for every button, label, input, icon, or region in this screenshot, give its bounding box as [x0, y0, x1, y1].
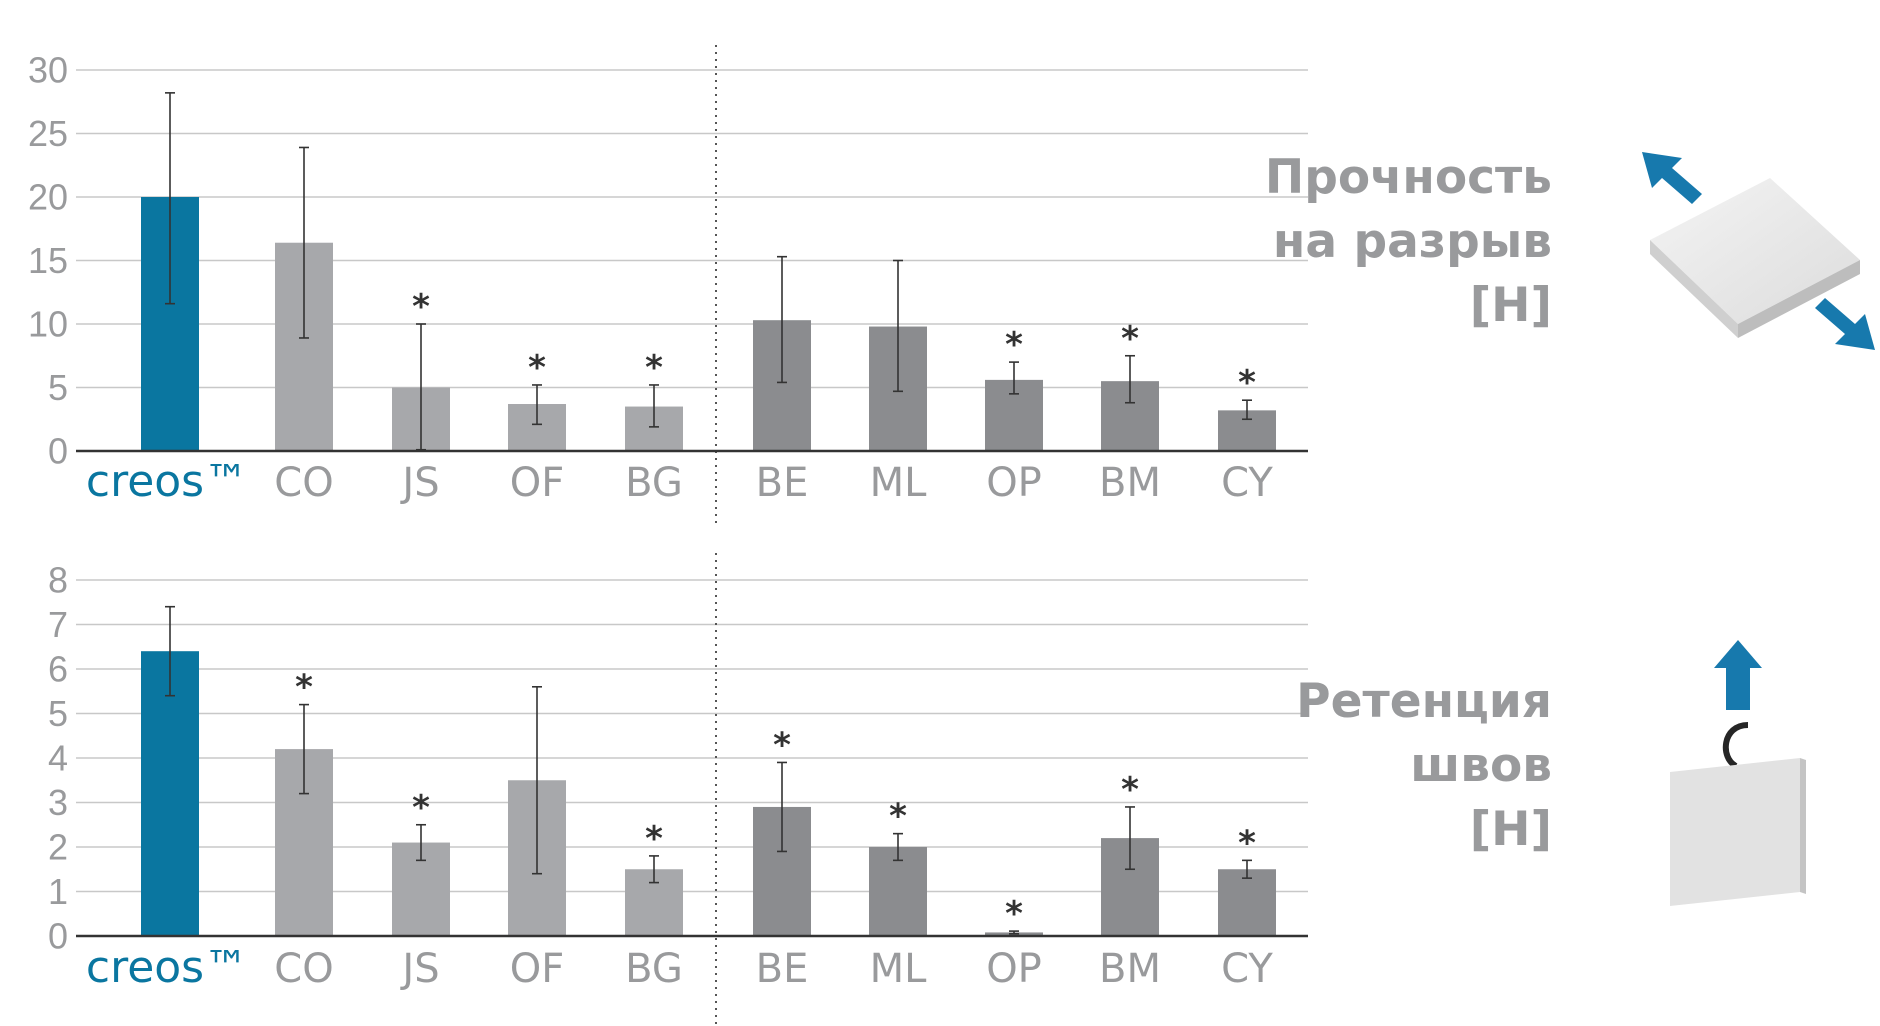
significance-marker: *: [645, 348, 663, 388]
tensile-strength-label: Прочность на разрыв [Н]: [1265, 146, 1552, 338]
arrow-up-icon: [1714, 640, 1762, 710]
y-tick-label: 0: [48, 431, 68, 472]
significance-marker: *: [295, 668, 313, 708]
y-tick-label: 20: [28, 177, 68, 218]
x-category-label: creos™: [86, 942, 248, 993]
y-tick-label: 7: [48, 604, 68, 645]
significance-marker: *: [645, 819, 663, 859]
membrane-edge: [1800, 758, 1806, 894]
bar-ml: [869, 847, 927, 936]
chart-panel-1: 0 5 10 15 20 25 30 creos™ CO * JS * OF * BG BE ML * OP * BM *…: [28, 45, 1308, 525]
retention-label-line: [Н]: [1469, 802, 1552, 857]
significance-marker: *: [773, 725, 791, 765]
suture-retention-label: Ретенция швов [Н]: [1296, 670, 1552, 862]
tensile-label-line: Прочность: [1264, 150, 1552, 205]
x-category-label: BG: [625, 460, 683, 506]
x-category-label: JS: [399, 946, 439, 992]
membrane-side-face: [1738, 260, 1860, 338]
bar-creos: [141, 651, 199, 936]
x-category-label: BE: [756, 460, 809, 506]
significance-marker: *: [1238, 363, 1256, 403]
y-tick-label: 8: [48, 560, 68, 601]
x-category-label: ML: [870, 946, 928, 992]
suture-loop-icon: [1722, 722, 1749, 769]
tensile-sample-icon: [1642, 152, 1875, 350]
y-tick-label: 2: [48, 827, 68, 868]
significance-marker: *: [1121, 319, 1139, 359]
membrane-top-face: [1650, 178, 1860, 324]
x-category-label: CO: [274, 946, 333, 992]
tensile-label-line: на разрыв: [1272, 214, 1552, 269]
y-tick-label: 1: [48, 871, 68, 912]
y-tick-label: 6: [48, 649, 68, 690]
tensile-label-line: [Н]: [1469, 278, 1552, 333]
x-category-label: OF: [510, 946, 565, 992]
x-category-label: OP: [986, 460, 1042, 506]
x-category-label: CO: [274, 460, 333, 506]
y-tick-label: 30: [28, 50, 68, 91]
y-tick-label: 4: [48, 738, 68, 779]
membrane-side-face: [1650, 240, 1738, 338]
x-category-label: BG: [625, 946, 683, 992]
significance-marker: *: [1121, 770, 1139, 810]
x-category-label: CY: [1221, 946, 1273, 992]
x-category-label: ML: [870, 460, 928, 506]
significance-marker: *: [412, 788, 430, 828]
y-tick-label: 3: [48, 782, 68, 823]
x-category-label: BM: [1099, 946, 1161, 992]
significance-marker: *: [889, 797, 907, 837]
y-tick-label: 5: [48, 367, 68, 408]
x-category-label: creos™: [86, 456, 248, 507]
bar-cy: [1218, 869, 1276, 936]
arrow-down-right-icon: [1815, 298, 1875, 350]
significance-marker: *: [412, 287, 430, 327]
x-category-label: OP: [986, 946, 1042, 992]
significance-marker: *: [1238, 823, 1256, 863]
arrow-up-left-icon: [1642, 152, 1702, 204]
y-tick-label: 10: [28, 304, 68, 345]
x-category-label: OF: [510, 460, 565, 506]
y-tick-label: 0: [48, 916, 68, 957]
x-category-label: JS: [399, 460, 439, 506]
significance-marker: *: [1005, 325, 1023, 365]
significance-marker: *: [1005, 894, 1023, 934]
x-category-label: BM: [1099, 460, 1161, 506]
y-tick-label: 5: [48, 693, 68, 734]
x-category-label: CY: [1221, 460, 1273, 506]
y-tick-label: 25: [28, 113, 68, 154]
membrane-sample: [1670, 758, 1800, 906]
retention-label-line: швов: [1410, 738, 1552, 793]
retention-label-line: Ретенция: [1296, 674, 1552, 729]
y-tick-label: 15: [28, 240, 68, 281]
suture-retention-sample-icon: [1670, 640, 1806, 906]
significance-marker: *: [528, 348, 546, 388]
x-category-label: BE: [756, 946, 809, 992]
